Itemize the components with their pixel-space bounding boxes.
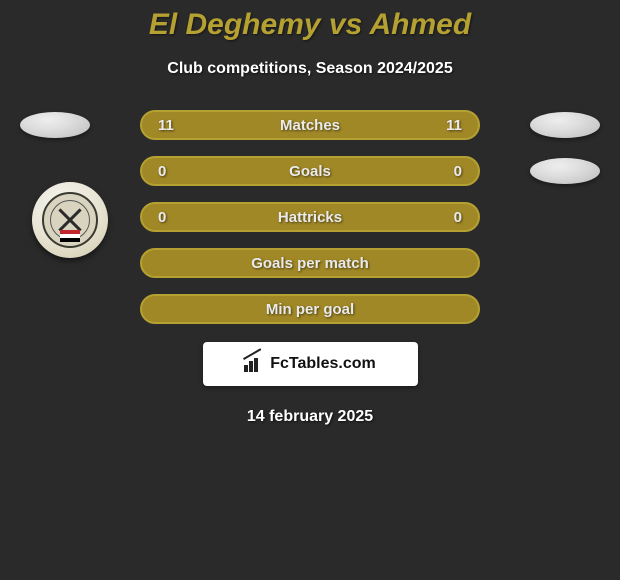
ellipse-icon <box>530 158 600 184</box>
stat-row: 11 Matches 11 <box>0 110 620 140</box>
stat-bar-goals-per-match: Goals per match <box>140 248 480 278</box>
stat-right-value: 0 <box>442 209 462 226</box>
stat-row: Min per goal <box>0 294 620 324</box>
brand-text: FcTables.com <box>270 355 376 373</box>
stat-label: Matches <box>280 117 340 134</box>
stat-right-value: 0 <box>442 163 462 180</box>
stat-row: Goals per match <box>0 248 620 278</box>
stat-bar-hattricks: 0 Hattricks 0 <box>140 202 480 232</box>
stat-row: 0 Goals 0 <box>0 156 620 186</box>
stat-bar-matches: 11 Matches 11 <box>140 110 480 140</box>
stat-label: Hattricks <box>278 209 342 226</box>
stat-right-value: 11 <box>442 117 462 134</box>
player-badge-left <box>20 112 90 138</box>
bar-chart-icon <box>244 356 264 372</box>
stat-bar-min-per-goal: Min per goal <box>140 294 480 324</box>
player-badge-right <box>530 158 600 184</box>
page-title: El Deghemy vs Ahmed <box>0 8 620 42</box>
ellipse-icon <box>20 112 90 138</box>
stat-left-value: 11 <box>158 117 178 134</box>
stat-bar-goals: 0 Goals 0 <box>140 156 480 186</box>
subtitle: Club competitions, Season 2024/2025 <box>0 60 620 78</box>
date-label: 14 february 2025 <box>0 408 620 426</box>
stat-row: 0 Hattricks 0 <box>0 202 620 232</box>
stat-label: Min per goal <box>266 301 354 318</box>
ellipse-icon <box>530 112 600 138</box>
stat-left-value: 0 <box>158 163 178 180</box>
player-badge-right <box>530 112 600 138</box>
brand-badge[interactable]: FcTables.com <box>203 342 418 386</box>
stat-label: Goals <box>289 163 331 180</box>
comparison-widget: El Deghemy vs Ahmed Club competitions, S… <box>0 0 620 426</box>
stat-left-value: 0 <box>158 209 178 226</box>
stat-label: Goals per match <box>251 255 369 272</box>
